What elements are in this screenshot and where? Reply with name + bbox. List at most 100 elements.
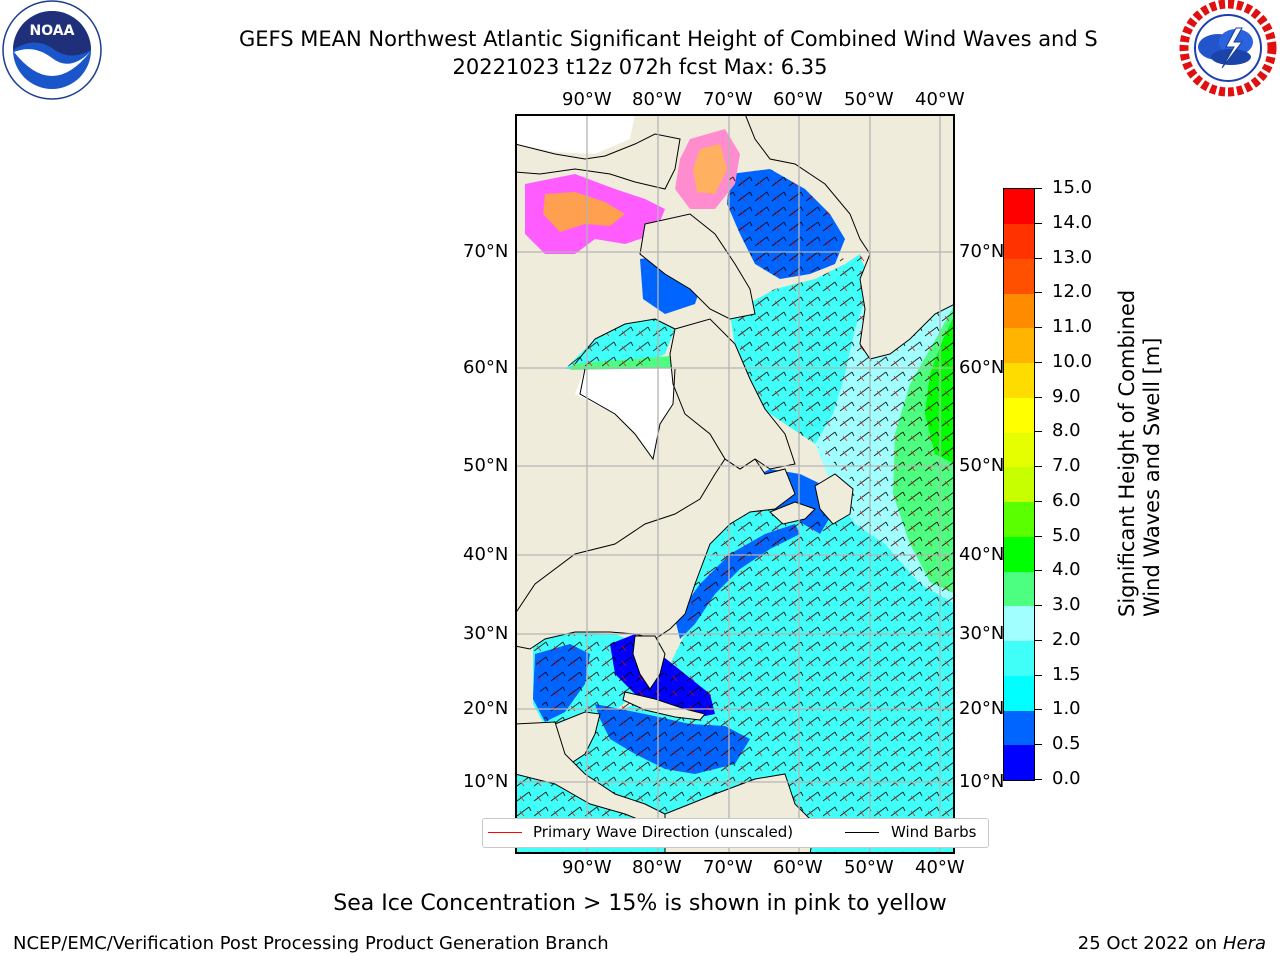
colorbar-tick-label: 0.5	[1052, 733, 1081, 755]
colorbar-tick-mark	[1035, 709, 1042, 711]
colorbar-tick-label: 11.0	[1052, 316, 1093, 338]
colorbar-tick-label: 1.5	[1052, 663, 1081, 685]
colorbar-tick-mark	[1035, 570, 1042, 572]
colorbar-tick-label: 5.0	[1052, 524, 1081, 546]
footer-date: 25 Oct 2022 on Hera	[1078, 933, 1266, 954]
wind-barbs-legend-swatch	[845, 832, 879, 833]
colorbar-segment	[1004, 362, 1034, 398]
colorbar-segment	[1004, 745, 1034, 781]
colorbar-segment	[1004, 571, 1034, 607]
colorbar-tick-mark	[1035, 674, 1042, 676]
colorbar-label: Significant Height of Combined Wind Wave…	[1115, 290, 1165, 617]
lon-tick-top: 80°W	[632, 89, 682, 110]
newfoundland-land	[814, 473, 854, 525]
colorbar-tick-mark	[1035, 257, 1042, 259]
colorbar-tick-label: 15.0	[1052, 177, 1093, 198]
colorbar-tick-mark	[1035, 779, 1042, 780]
colorbar-tick-mark	[1035, 466, 1042, 468]
colorbar-segment	[1004, 293, 1034, 329]
colorbar-tick-label: 13.0	[1052, 246, 1093, 268]
lon-tick-top: 90°W	[562, 89, 612, 110]
colorbar-tick-label: 4.0	[1052, 559, 1081, 581]
sea-ice-note: Sea Ice Concentration > 15% is shown in …	[333, 891, 947, 916]
colorbar-tick-label: 6.0	[1052, 489, 1081, 511]
wave-direction-legend-swatch	[488, 832, 522, 833]
lat-tick-right: 60°N	[959, 357, 1005, 378]
lon-tick-bottom: 40°W	[915, 857, 965, 878]
colorbar-tick-mark	[1035, 222, 1042, 224]
lon-tick-top: 70°W	[703, 89, 753, 110]
colorbar-segment	[1004, 432, 1034, 468]
lon-tick-top: 60°W	[773, 89, 823, 110]
colorbar-tick-mark	[1035, 431, 1042, 433]
wave-direction-legend-label: Primary Wave Direction (unscaled)	[533, 823, 794, 841]
nws-logo-icon	[1179, 0, 1277, 97]
map-title: GEFS MEAN Northwest Atlantic Significant…	[239, 27, 1098, 51]
colorbar-segment	[1004, 328, 1034, 364]
colorbar-tick-mark	[1035, 535, 1042, 537]
colorbar-tick-mark	[1035, 396, 1042, 398]
lon-tick-bottom: 70°W	[703, 857, 753, 878]
lat-tick-left: 40°N	[463, 544, 509, 565]
lat-tick-left: 10°N	[463, 771, 509, 792]
colorbar-tick-mark	[1035, 639, 1042, 641]
lat-tick-right: 30°N	[959, 623, 1005, 644]
colorbar-tick-mark	[1035, 361, 1042, 363]
colorbar-tick-label: 3.0	[1052, 594, 1081, 616]
lon-tick-bottom: 60°W	[773, 857, 823, 878]
colorbar-segment	[1004, 258, 1034, 294]
colorbar-tick-mark	[1035, 327, 1042, 329]
cuba-land	[622, 691, 706, 721]
hudson-barb-overlay	[565, 319, 675, 369]
colorbar-segment	[1004, 397, 1034, 433]
lat-tick-left: 50°N	[463, 455, 509, 476]
colorbar-segment	[1004, 467, 1034, 503]
colorbar-tick-mark	[1035, 500, 1042, 502]
hudson-bay-ice-region	[575, 369, 675, 459]
colorbar-segment	[1004, 606, 1034, 642]
arctic-ice-white	[515, 114, 635, 154]
colorbar-label-box: Significant Height of Combined Wind Wave…	[1010, 290, 1270, 617]
map-legend: Primary Wave Direction (unscaled) Wind B…	[482, 818, 989, 848]
colorbar-segment	[1004, 640, 1034, 676]
colorbar-label-line2: Wind Waves and Swell [m]	[1140, 337, 1164, 617]
colorbar-segment	[1004, 223, 1034, 259]
arctic-islands-land	[515, 133, 681, 190]
lat-tick-left: 60°N	[463, 357, 509, 378]
labrador-land	[669, 318, 796, 470]
colorbar-tick-mark	[1035, 292, 1042, 294]
lat-tick-left: 70°N	[463, 241, 509, 262]
colorbar-segment	[1004, 536, 1034, 572]
lat-tick-left: 30°N	[463, 623, 509, 644]
colorbar-tick-label: 0.0	[1052, 768, 1081, 789]
lat-tick-right: 20°N	[959, 698, 1005, 719]
baffin-ice-yellow	[693, 144, 727, 194]
colorbar-tick-label: 8.0	[1052, 420, 1081, 442]
lat-tick-right: 50°N	[959, 455, 1005, 476]
colorbar-tick-label: 12.0	[1052, 281, 1093, 303]
hudson-bay-coast	[574, 318, 676, 461]
wind-barbs-legend-label: Wind Barbs	[891, 823, 977, 841]
colorbar-segment	[1004, 675, 1034, 711]
footer-date-text: 25 Oct 2022 on	[1077, 933, 1223, 954]
footer-host: Hera	[1222, 933, 1266, 954]
wind-barb-overlay	[515, 169, 955, 854]
footer-branch: NCEP/EMC/Verification Post Processing Pr…	[13, 933, 609, 954]
colorbar	[1003, 188, 1035, 781]
graticule	[515, 114, 955, 854]
colorbar-tick-label: 14.0	[1052, 211, 1093, 233]
colorbar-tick-label: 1.0	[1052, 698, 1081, 720]
map-border	[515, 114, 955, 854]
nova-scotia-land	[769, 501, 816, 525]
noaa-logo-text: NOAA	[30, 23, 75, 39]
lat-tick-right: 10°N	[959, 771, 1005, 792]
baffin-island-land	[639, 213, 756, 320]
north-america-land	[515, 458, 796, 650]
noaa-logo-icon: NOAA	[2, 0, 102, 100]
lon-tick-bottom: 90°W	[562, 857, 612, 878]
lon-tick-bottom: 50°W	[844, 857, 894, 878]
colorbar-tick-mark	[1035, 744, 1042, 746]
colorbar-tick-label: 10.0	[1052, 350, 1093, 372]
colorbar-tick-label: 7.0	[1052, 455, 1081, 477]
lon-tick-top: 50°W	[844, 89, 894, 110]
